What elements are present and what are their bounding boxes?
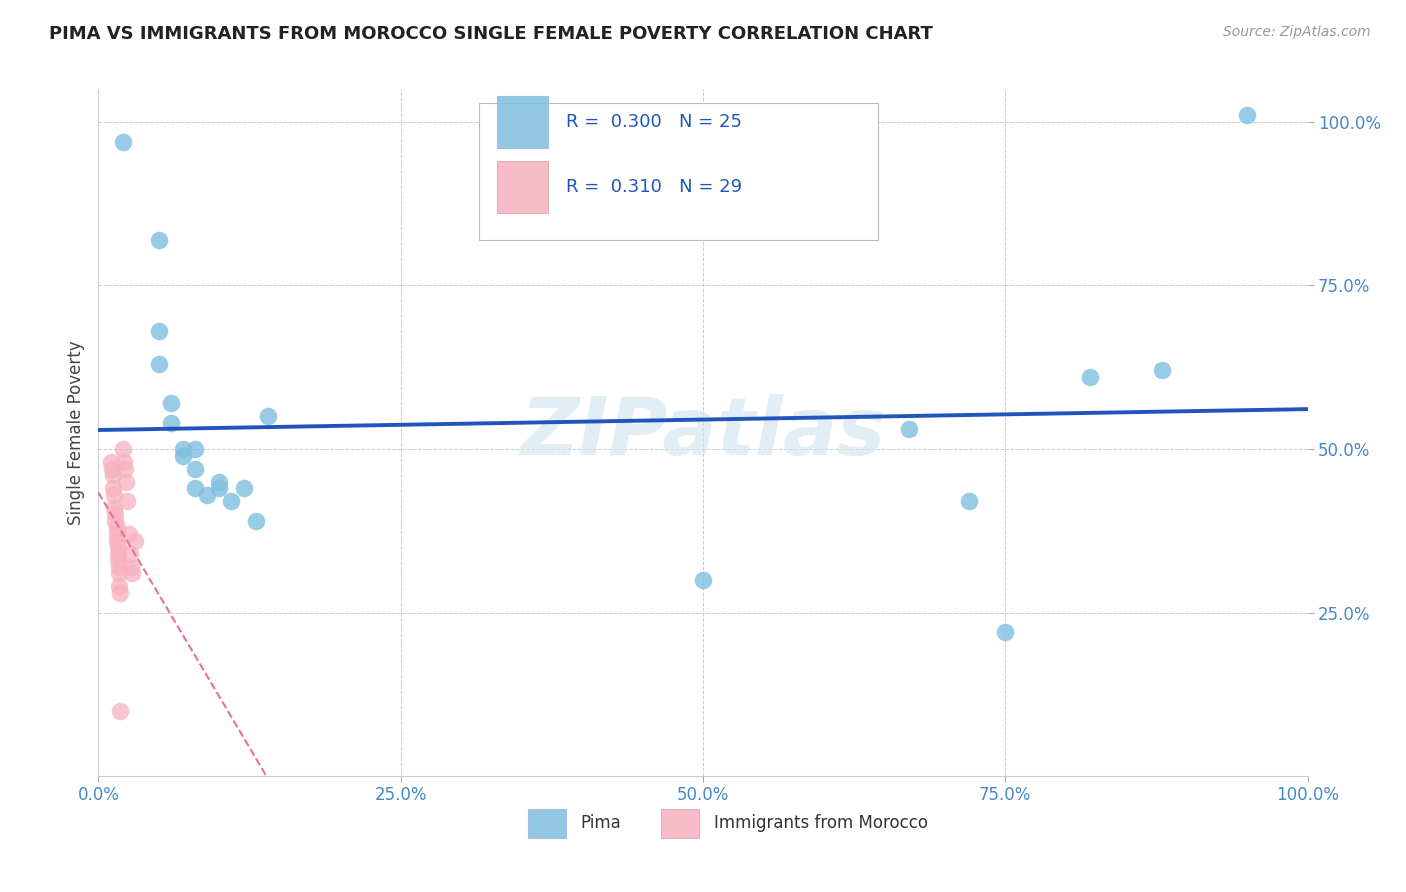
Point [112,455,135,469]
Point [117,494,139,508]
Point [195,488,218,502]
Point [104,514,127,528]
Point [107,540,129,554]
Point [107,553,129,567]
Point [103,488,125,502]
Point [232,481,254,495]
Point [111,442,134,456]
Point [108,704,131,718]
Text: Immigrants from Morocco: Immigrants from Morocco [714,814,928,832]
Point [184,461,207,475]
Point [111,135,134,149]
Bar [527,809,567,838]
Point [108,586,131,600]
Point [172,449,194,463]
Point [957,494,980,508]
Text: R =  0.300   N = 25: R = 0.300 N = 25 [567,112,742,131]
Point [118,527,141,541]
Point [101,468,124,483]
Point [108,579,131,593]
Point [256,409,278,424]
Point [994,625,1017,640]
Point [121,566,143,581]
Bar [498,161,548,213]
Point [148,233,170,247]
Text: Source: ZipAtlas.com: Source: ZipAtlas.com [1223,25,1371,39]
Point [148,324,170,338]
Point [120,559,142,574]
Point [100,455,122,469]
Point [108,566,131,581]
Point [101,481,124,495]
Point [105,533,128,548]
Point [208,475,231,489]
Bar [498,96,548,147]
Point [245,514,267,528]
Point [100,461,122,475]
Bar [661,809,699,838]
Point [897,422,920,436]
Text: R =  0.310   N = 29: R = 0.310 N = 29 [567,178,742,196]
Point [115,475,138,489]
Text: ZIPatlas: ZIPatlas [520,393,886,472]
Point [184,481,207,495]
Point [103,500,125,515]
Point [1236,108,1258,122]
Text: Pima: Pima [581,814,621,832]
Point [1078,370,1101,384]
Point [107,547,129,561]
Point [105,527,128,541]
Point [104,508,127,522]
Point [105,520,128,534]
Point [148,357,170,371]
Text: PIMA VS IMMIGRANTS FROM MOROCCO SINGLE FEMALE POVERTY CORRELATION CHART: PIMA VS IMMIGRANTS FROM MOROCCO SINGLE F… [49,25,934,43]
Point [160,416,183,430]
Point [221,494,243,508]
Point [184,442,207,456]
Point [108,559,131,574]
Point [118,547,141,561]
Point [1152,363,1174,377]
FancyBboxPatch shape [479,103,879,240]
Point [124,533,146,548]
Point [114,461,136,475]
Point [160,396,183,410]
Point [172,442,194,456]
Y-axis label: Single Female Poverty: Single Female Poverty [66,341,84,524]
Point [692,573,714,587]
Point [208,481,231,495]
